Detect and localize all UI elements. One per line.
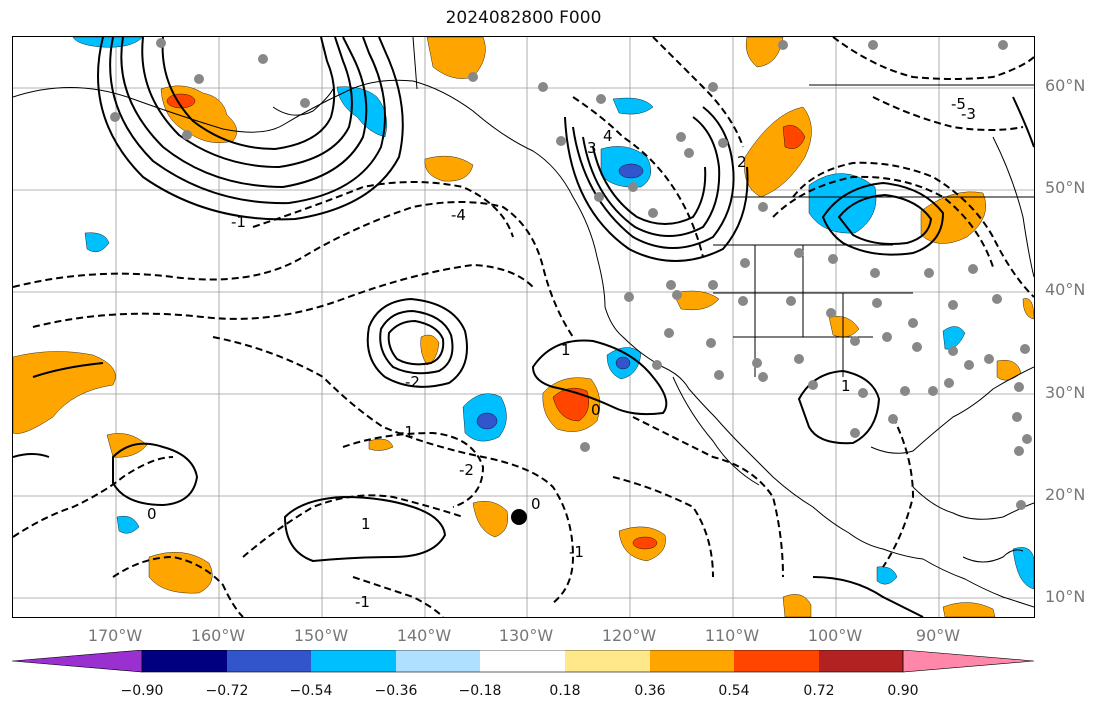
station-dots — [110, 38, 1032, 510]
contour-label: -5 — [951, 95, 966, 113]
lat-label: 60°N — [1045, 76, 1086, 95]
colorbar-bin — [396, 650, 480, 672]
contour-label: 1 — [561, 341, 571, 359]
colorbar-tick-label: −0.90 — [120, 683, 164, 699]
lat-label: 50°N — [1045, 178, 1086, 197]
lon-label: 160°W — [190, 626, 246, 645]
contour-label: 0 — [147, 505, 157, 523]
colorbar-bin — [227, 650, 311, 672]
graticule — [13, 37, 1034, 617]
lon-label: 140°W — [396, 626, 452, 645]
colorbar-bin — [650, 650, 734, 672]
colorbar-tick-label: 0.54 — [718, 683, 750, 699]
lon-label: 110°W — [704, 626, 760, 645]
lat-label: 10°N — [1045, 587, 1086, 606]
colorbar-bin — [142, 650, 227, 672]
contour-label: -1 — [355, 593, 370, 611]
colorbar-extend-min — [12, 650, 143, 673]
map-title: 2024082800 F000 — [445, 8, 602, 28]
lat-label: 30°N — [1045, 383, 1086, 402]
colorbar-extend-max — [902, 650, 1035, 673]
negative-contours — [12, 36, 1035, 618]
contour-label: -2 — [405, 373, 420, 391]
colorbar-tick-label: 0.18 — [549, 683, 581, 699]
storm-center-marker — [511, 509, 527, 525]
colorbar-tick-label: −0.72 — [205, 683, 249, 699]
contour-labels: -4 -2 -1 0 1 -2 0 1 -1 1 -1 0 -5 -3 2 -1… — [147, 95, 976, 611]
contour-label: 2 — [737, 153, 747, 171]
contour-label: -3 — [961, 105, 976, 123]
colorbar-bin — [819, 650, 903, 672]
lon-label: 90°W — [915, 626, 961, 645]
positive-contours — [12, 36, 1035, 618]
contour-label: 0 — [591, 401, 601, 419]
map-canvas: -4 -2 -1 0 1 -2 0 1 -1 1 -1 0 -5 -3 2 -1… — [12, 36, 1035, 618]
colorbar-tick-label: −0.36 — [374, 683, 418, 699]
contour-label: -4 — [451, 206, 466, 224]
contour-label: 4 — [603, 127, 613, 145]
shaded-anomalies — [12, 36, 1035, 618]
colorbar-tick-label: 0.90 — [887, 683, 919, 699]
lon-label: 120°W — [601, 626, 657, 645]
lon-label: 170°W — [87, 626, 143, 645]
contour-label: 1 — [361, 515, 371, 533]
colorbar-tick-label: −0.18 — [458, 683, 502, 699]
colorbar-tick-label: 0.36 — [634, 683, 666, 699]
lon-label: 130°W — [498, 626, 554, 645]
contour-label: -1 — [231, 213, 246, 231]
contour-label: -1 — [399, 423, 414, 441]
colorbar-tick-label: −0.54 — [289, 683, 333, 699]
contour-label: -2 — [459, 461, 474, 479]
lat-label: 40°N — [1045, 280, 1086, 299]
colorbar-bin — [311, 650, 396, 672]
colorbar-bin — [734, 650, 819, 672]
contour-label: -1 — [569, 543, 584, 561]
contour-label: 1 — [841, 377, 851, 395]
contour-label: 0 — [531, 495, 541, 513]
lon-label: 100°W — [807, 626, 863, 645]
map-panel[interactable]: -4 -2 -1 0 1 -2 0 1 -1 1 -1 0 -5 -3 2 -1… — [12, 36, 1035, 618]
lat-label: 20°N — [1045, 485, 1086, 504]
colorbar — [12, 650, 1035, 673]
colorbar-tick-label: 0.72 — [803, 683, 835, 699]
contour-label: 3 — [587, 139, 597, 157]
colorbar-bin — [480, 650, 565, 672]
colorbar-bin — [565, 650, 650, 672]
lon-label: 150°W — [293, 626, 349, 645]
